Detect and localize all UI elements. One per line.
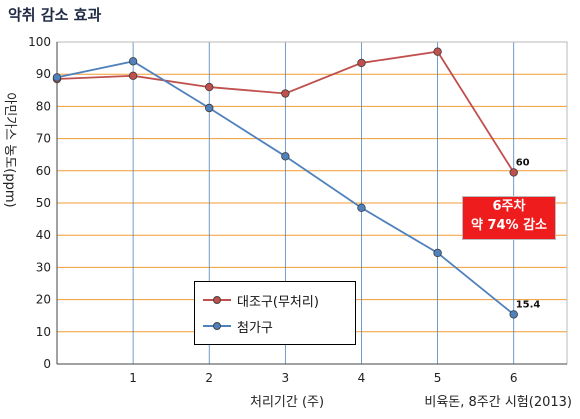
x-tick-label: 2 [205,371,213,385]
source-note: 비육돈, 8주간 시험(2013) [424,395,572,410]
legend-label-control: 대조구(무처리) [237,295,319,310]
y-tick-label: 50 [36,196,51,210]
y-tick-label: 40 [36,228,51,242]
y-tick-label: 20 [36,293,51,307]
data-point [281,152,290,161]
legend-marker-control [213,296,221,304]
legend-label-treatment: 첨가구 [237,321,273,336]
legend: 대조구(무처리) 첨가구 [194,281,356,345]
x-tick-label: 3 [282,371,290,385]
data-label: 60 [516,157,530,168]
x-tick-label: 4 [358,371,366,385]
y-tick-label: 100 [28,35,51,49]
legend-item-treatment: 첨가구 [195,316,355,336]
axes [56,41,568,365]
legend-marker-treatment [213,322,221,330]
y-tick-label: 90 [36,67,51,81]
data-point [357,203,366,213]
series-group [52,47,518,319]
data-point [281,89,290,98]
data-point [433,47,442,56]
y-tick-label: 10 [36,325,51,339]
callout-line-2: 약 74% 감소 [470,218,548,233]
x-axis-label: 처리기간 (주) [250,395,325,410]
y-axis-label-wrap: 아민가스 농도(ppm) [1,70,21,230]
x-tick-label: 6 [510,371,518,385]
callout-line-1: 6주차 [492,199,526,214]
chart-title: 악취 감소 효과 [8,6,102,24]
data-point [509,310,518,319]
data-label: 15.4 [516,299,541,310]
data-point [205,103,214,113]
y-tick-label: 60 [36,164,51,178]
data-point [128,57,138,66]
data-point [509,168,518,177]
data-point [128,71,138,81]
y-tick-label: 30 [36,260,51,274]
data-point [205,82,214,92]
tick-labels: 0 10 20 30 40 50 60 70 80 90 100 1 2 3 4 5 6 [28,35,517,385]
legend-item-control: 대조구(무처리) [195,290,355,310]
data-point [52,73,62,82]
annotations: 60 15.4 [516,157,541,310]
y-tick-label: 0 [43,357,51,371]
y-tick-label: 80 [36,99,51,113]
data-point [433,248,442,258]
x-tick-label: 5 [434,371,442,385]
y-axis-label: 아민가스 농도(ppm) [2,92,17,208]
reduction-callout: 6주차 약 74% 감소 [462,196,556,240]
y-tick-label: 70 [36,132,51,146]
x-tick-label: 1 [129,371,137,385]
data-point [357,58,366,68]
